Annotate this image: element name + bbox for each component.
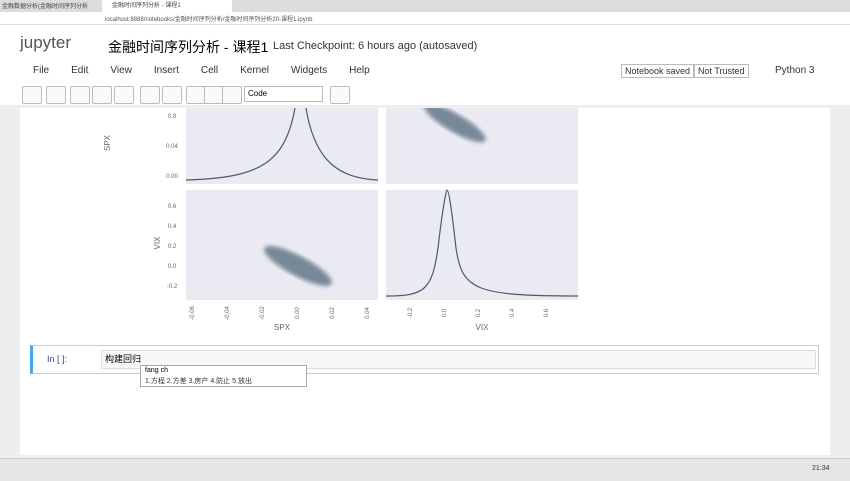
- menu-item[interactable]: Help: [349, 65, 370, 76]
- menu-bar: File Edit View Insert Cell Kernel Widgets Help: [33, 65, 392, 76]
- tick-label: 0.00: [166, 174, 178, 180]
- menu-item[interactable]: Widgets: [291, 65, 328, 76]
- trust-status[interactable]: Not Trusted: [694, 64, 749, 78]
- panel: [186, 190, 378, 300]
- menu-item[interactable]: Kernel: [240, 65, 270, 76]
- tick-label: -0.2: [167, 284, 178, 290]
- tick-label: 0.4: [510, 308, 516, 317]
- axis-label: VIX: [476, 323, 490, 332]
- tick-label: 0.2: [168, 244, 177, 250]
- tick-label: 0.04: [365, 307, 371, 319]
- add-button[interactable]: [46, 86, 66, 104]
- checkpoint: Last Checkpoint: 6 hours ago (autosaved): [273, 40, 478, 52]
- kde-curve: [385, 189, 579, 297]
- tick-label: 0.02: [330, 307, 336, 319]
- kernel-name: Python 3: [775, 65, 815, 76]
- url[interactable]: localhost:8888/notebooks/金融时间序列分析/金融时间序列…: [105, 17, 313, 23]
- run-button[interactable]: [186, 86, 206, 104]
- save-status: Notebook saved: [621, 64, 695, 78]
- ime-popup: fang ch 1.方程 2.方差 3.房产 4.防止 5.放出: [140, 365, 307, 387]
- menu-item[interactable]: Cell: [200, 65, 219, 76]
- tick-label: -0.04: [225, 306, 231, 320]
- tick-label: 0.6: [168, 204, 177, 210]
- taskbar: 21:34: [0, 458, 850, 481]
- notebook-title[interactable]: 金融时间序列分析 - 课程1: [108, 39, 269, 55]
- menu-item[interactable]: File: [33, 65, 50, 76]
- panel: [386, 190, 578, 300]
- menu-item[interactable]: View: [110, 65, 132, 76]
- copy-button[interactable]: [92, 86, 112, 104]
- menu-item[interactable]: Insert: [153, 65, 179, 76]
- save-button[interactable]: [22, 86, 42, 104]
- axis-label: VIX: [153, 236, 162, 250]
- tick-label: 0.2: [476, 308, 482, 317]
- tick-label: 0.4: [168, 224, 177, 230]
- tab[interactable]: 金融数据分析(金融时间序列分析: [2, 4, 88, 10]
- down-button[interactable]: [162, 86, 182, 104]
- up-button[interactable]: [140, 86, 160, 104]
- tick-label: 0.0: [168, 264, 177, 270]
- tick-label: 0.8: [168, 114, 177, 120]
- cell-input[interactable]: 构建回归: [101, 350, 816, 369]
- stop-button[interactable]: [204, 86, 224, 104]
- paste-button[interactable]: [114, 86, 134, 104]
- tick-label: 0.00: [295, 307, 301, 319]
- panel: [386, 108, 578, 184]
- tick-label: 0.6: [544, 308, 550, 317]
- ime-candidates[interactable]: 1.方程 2.方差 3.房产 4.防止 5.放出: [145, 378, 252, 385]
- keyboard-button[interactable]: [330, 86, 350, 104]
- ime-pinyin: fang ch: [145, 367, 168, 374]
- cut-button[interactable]: [70, 86, 90, 104]
- tick-label: 0.04: [166, 144, 178, 150]
- tab[interactable]: 金融时间序列分析 - 课程1: [102, 0, 232, 12]
- tick-label: -0.2: [408, 307, 414, 318]
- tick-label: -0.06: [190, 306, 196, 320]
- pairplot: -0.06 -0.04 -0.02 0.00 0.02 0.04 -0.2 0.0 0.2 0.4…: [103, 108, 579, 332]
- kde-curve: [185, 108, 379, 181]
- address-bar: localhost:8888/notebooks/金融时间序列分析/金融时间序列…: [0, 12, 850, 25]
- axis-label: SPX: [274, 323, 291, 332]
- cell-type-select[interactable]: Code: [244, 86, 323, 102]
- cell-prompt: In [ ]:: [47, 354, 68, 364]
- logo[interactable]: jupyter: [20, 33, 72, 52]
- menu-item[interactable]: Edit: [71, 65, 89, 76]
- clock: 21:34: [812, 465, 830, 472]
- scatter-cloud: [264, 246, 332, 286]
- axis-label: SPX: [103, 134, 112, 151]
- tick-label: 0.0: [442, 308, 448, 317]
- restart-button[interactable]: [222, 86, 242, 104]
- tick-label: -0.02: [260, 306, 266, 320]
- notebook-panel: -0.06 -0.04 -0.02 0.00 0.02 0.04 -0.2 0.0 0.2 0.4…: [20, 108, 830, 455]
- scatter-cloud: [424, 108, 486, 143]
- tab-bar: 金融数据分析(金融时间序列分析 金融时间序列分析 - 课程1: [0, 0, 850, 12]
